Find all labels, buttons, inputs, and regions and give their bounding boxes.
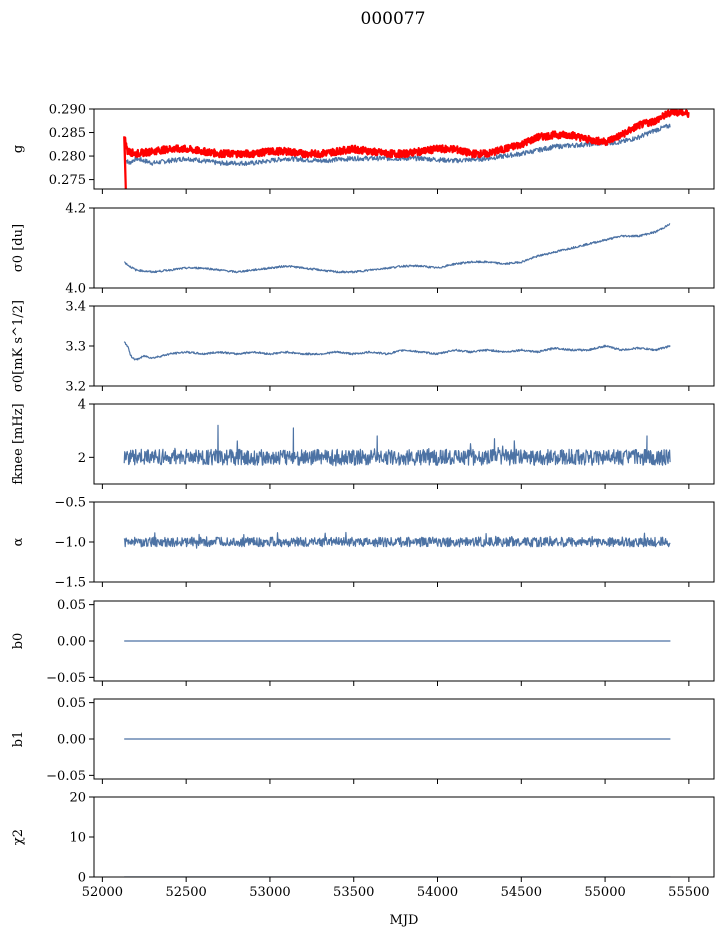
y-tick-label-chi2: 10 <box>69 831 86 846</box>
y-axis-label-b1: b1 <box>11 731 26 748</box>
y-tick-label-chi2: 20 <box>69 791 86 806</box>
x-tick-label: 55000 <box>584 885 625 900</box>
panel-sigma0_du: 4.0 4.2 σ0 [du] <box>11 202 715 297</box>
axes-frame-fknee <box>93 403 715 485</box>
plot-area-alpha <box>123 531 671 549</box>
y-axis-label-sigma0_mK: σ0[mK s^1/2] <box>11 300 26 392</box>
series-line-g-0 <box>124 123 671 166</box>
figure-title: 000077 <box>361 9 426 29</box>
plot-area-g <box>123 109 690 189</box>
axes-frame-sigma0_du <box>93 207 715 289</box>
y-tick-label-sigma0_mK: 3.2 <box>65 380 86 395</box>
y-tick-label-alpha: −0.5 <box>54 496 86 511</box>
y-tick-label-fknee: 2 <box>78 451 86 466</box>
y-tick-label-sigma0_mK: 3.4 <box>65 300 86 315</box>
panel-alpha: −1.5 −1.0 −0.5 α <box>11 496 715 591</box>
y-axis-label-sigma0_du: σ0 [du] <box>11 224 26 272</box>
y-tick-label-fknee: 4 <box>78 398 86 413</box>
y-axis-label-b0: b0 <box>11 633 26 650</box>
y-tick-label-g: 0.280 <box>49 150 86 165</box>
y-tick-label-sigma0_du: 4.0 <box>65 282 86 297</box>
series-line-fknee-0 <box>123 424 671 467</box>
series-line-sigma0_mK-0 <box>123 341 671 361</box>
y-tick-label-b1: 0.05 <box>57 696 86 711</box>
y-tick-label-alpha: −1.0 <box>54 536 86 551</box>
plot-area-sigma0_mK <box>123 341 671 361</box>
plot-area-fknee <box>123 424 671 467</box>
series-line-sigma0_du-0 <box>124 223 671 274</box>
panel-g: 0.275 0.280 0.285 0.290 g <box>11 103 715 194</box>
panel-b1: −0.05 0.00 0.05 b1 <box>11 696 715 784</box>
x-tick-label: 52000 <box>82 885 123 900</box>
y-tick-label-b1: −0.05 <box>46 769 86 784</box>
panel-sigma0_mK: 3.2 3.3 3.4 σ0[mK s^1/2] <box>11 300 715 395</box>
x-axis-label: MJD <box>390 913 419 928</box>
y-tick-label-g: 0.285 <box>49 126 86 141</box>
y-tick-label-alpha: −1.5 <box>54 576 86 591</box>
x-tick-label: 54500 <box>501 885 542 900</box>
series-line-g-1 <box>123 109 690 189</box>
y-tick-label-b0: 0.05 <box>57 598 86 613</box>
y-tick-label-sigma0_du: 4.2 <box>65 202 86 217</box>
x-tick-label: 54000 <box>417 885 458 900</box>
y-tick-label-b1: 0.00 <box>57 733 86 748</box>
y-tick-label-sigma0_mK: 3.3 <box>65 340 86 355</box>
x-tick-label: 55500 <box>668 885 709 900</box>
y-axis-label-chi2: χ2 <box>11 829 26 845</box>
y-tick-label-g: 0.290 <box>49 103 86 118</box>
x-tick-label: 52500 <box>165 885 206 900</box>
panel-b0: −0.05 0.00 0.05 b0 <box>11 598 715 686</box>
y-tick-label-chi2: 0 <box>78 871 86 886</box>
panel-chi2: 0 10 20 52000 52500 53000 53500 54000 54500 55000… <box>11 791 715 900</box>
y-tick-label-b0: 0.00 <box>57 635 86 650</box>
axes-frame-g <box>93 108 715 190</box>
series-line-alpha-0 <box>123 531 671 549</box>
y-axis-label-alpha: α <box>11 537 26 546</box>
y-axis-label-g: g <box>11 145 26 153</box>
x-tick-label: 53000 <box>249 885 290 900</box>
y-axis-label-fknee: fknee [mHz] <box>11 403 26 484</box>
panel-fknee: 2 4 fknee [mHz] <box>11 398 715 489</box>
y-tick-label-g: 0.275 <box>49 173 86 188</box>
y-tick-label-b0: −0.05 <box>46 671 86 686</box>
plot-area-sigma0_du <box>124 223 671 274</box>
x-tick-label: 53500 <box>333 885 374 900</box>
panels-group: 0.275 0.280 0.285 0.290 g 4.0 4.2 σ0 [du] 3.2 3.3… <box>11 103 715 900</box>
